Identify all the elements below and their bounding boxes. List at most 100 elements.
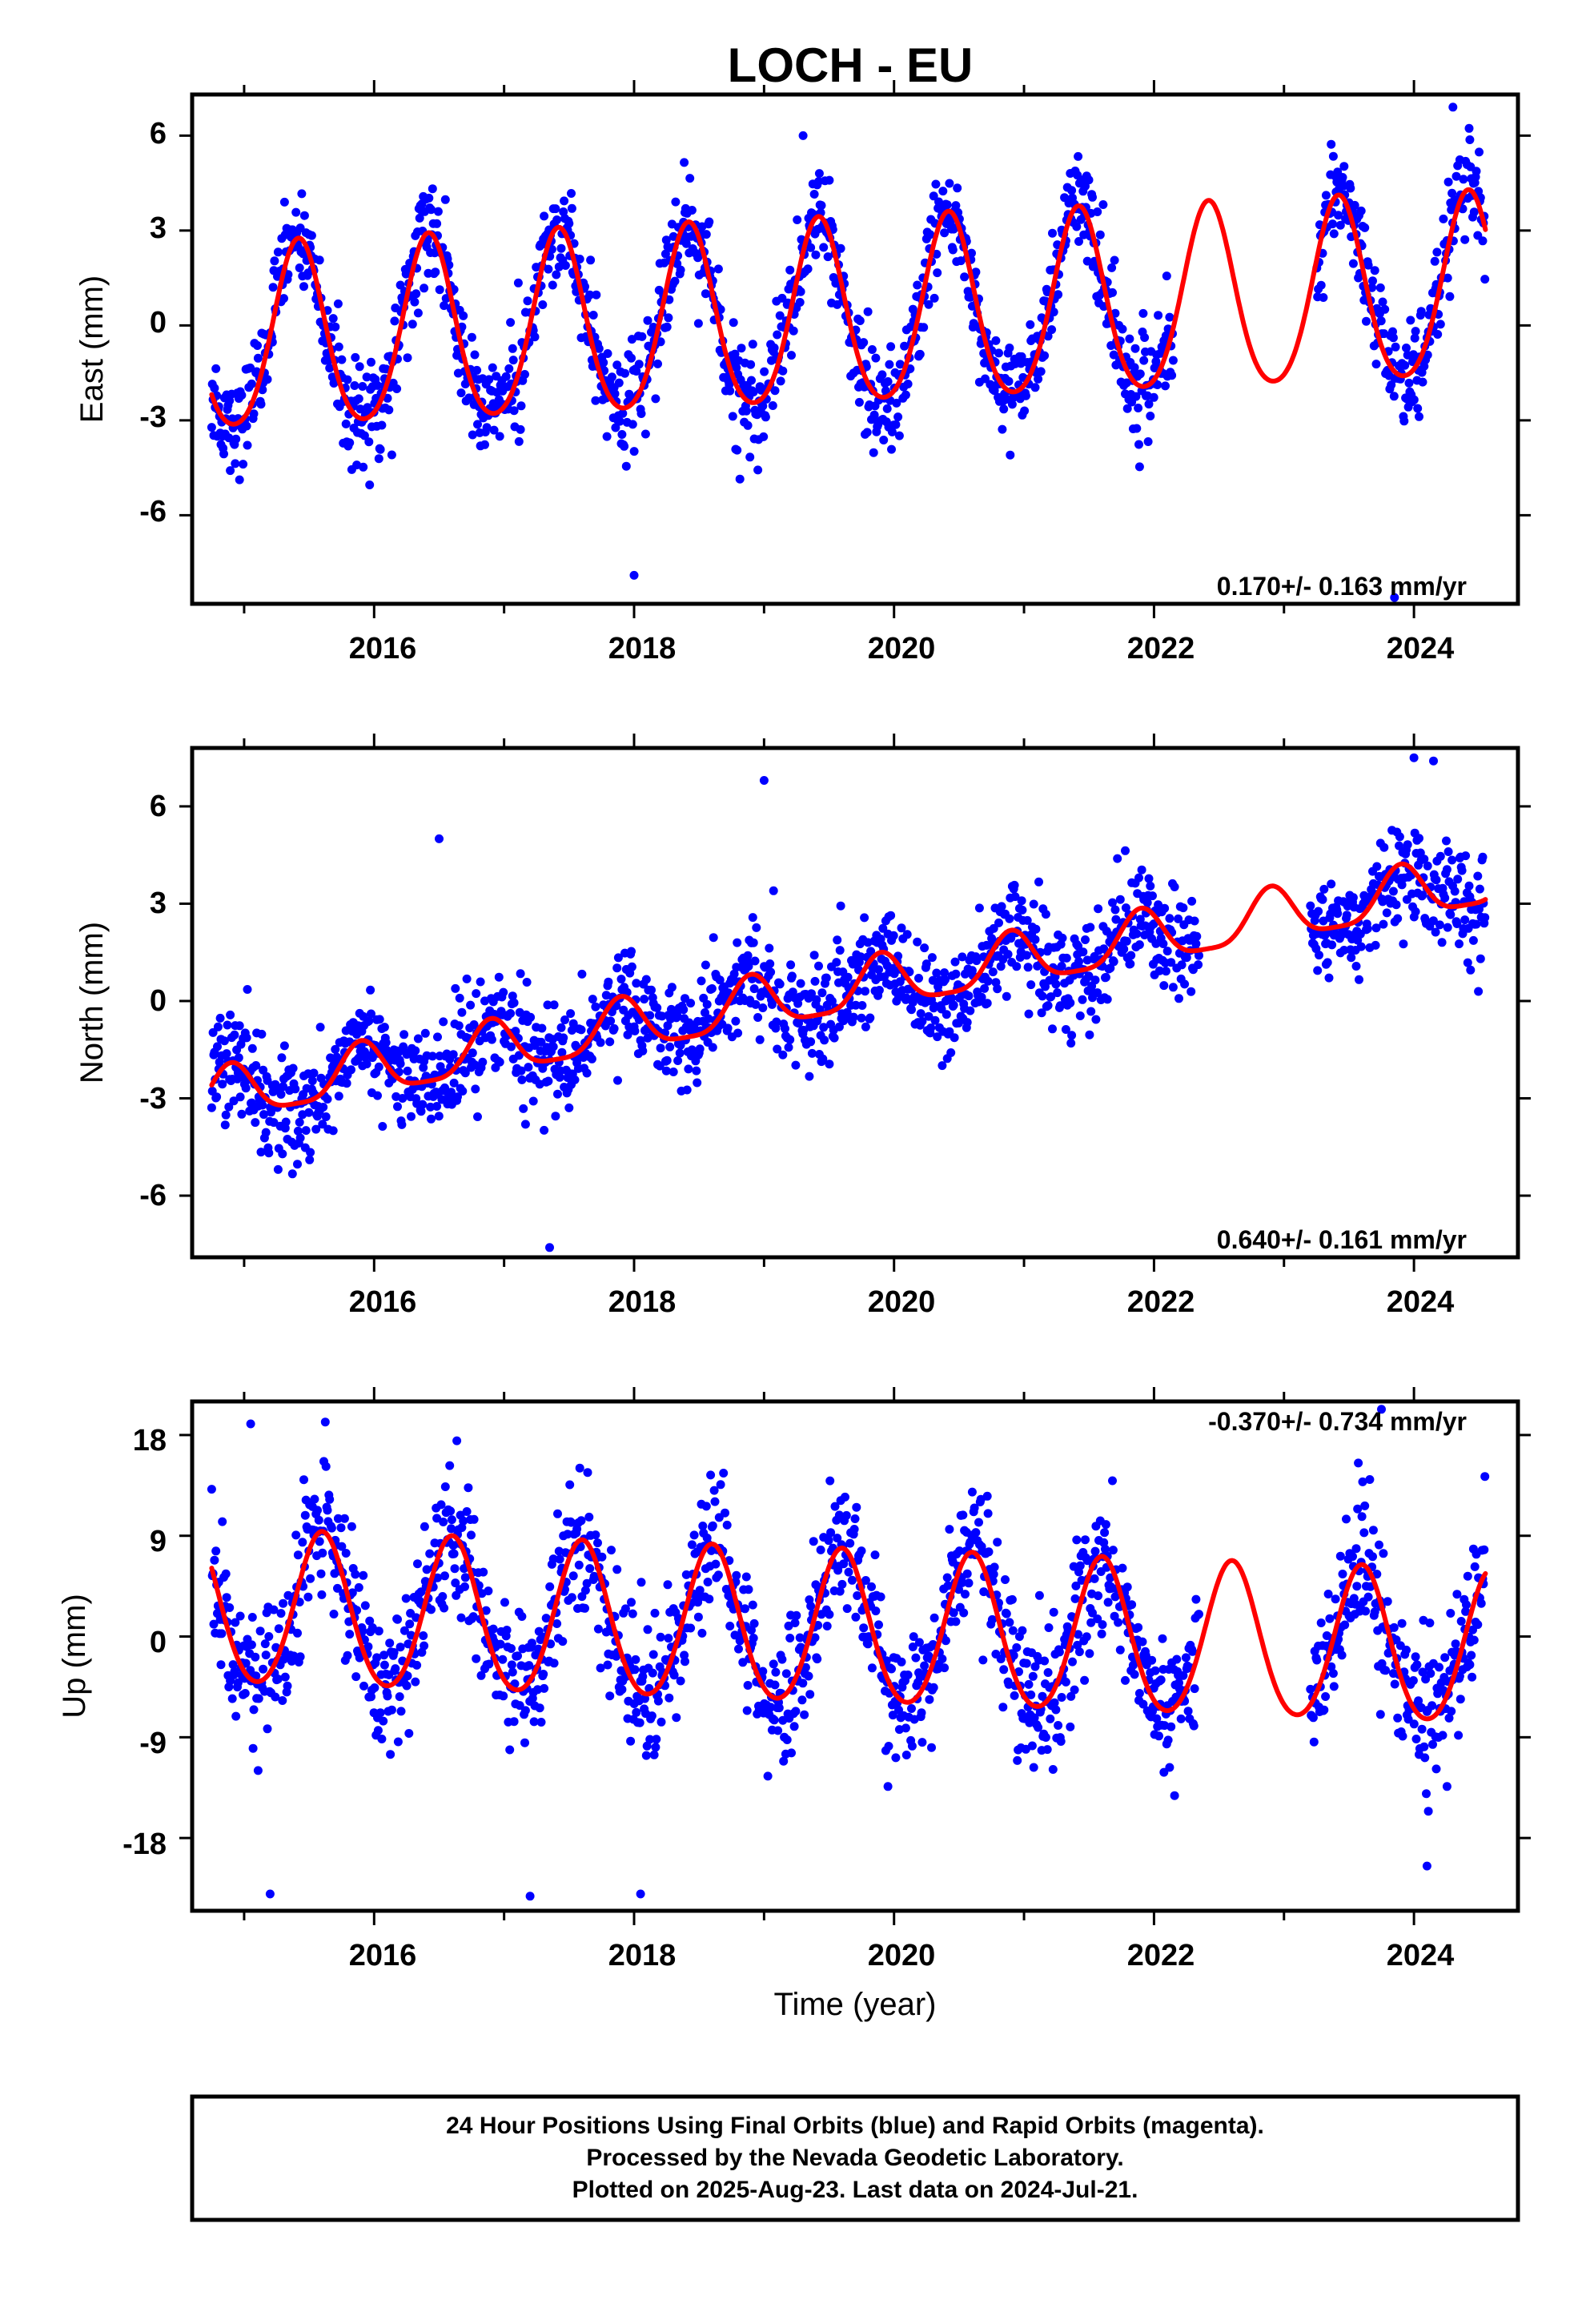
north-xtick-2022: 2022 [1127,1285,1195,1319]
up-data-point [255,1626,265,1636]
east-data-point [932,249,942,259]
east-data-point [895,360,905,369]
east-xtick-2022: 2022 [1127,632,1195,665]
north-data-point [787,971,797,981]
north-data-point [814,961,823,971]
north-data-point [553,1089,562,1099]
east-data-point [343,375,352,384]
east-data-point [735,474,745,484]
up-data-point [1108,1476,1117,1486]
north-data-point [587,1054,596,1063]
north-data-point [641,975,651,984]
up-data-point [1456,1617,1466,1626]
north-data-point [731,1016,741,1026]
up-data-point [558,1637,568,1647]
north-data-point [1144,874,1154,883]
up-data-point [743,1681,753,1690]
north-data-point [951,969,961,979]
east-data-point [662,322,672,332]
east-data-point [621,461,631,471]
up-data-point [837,1579,847,1589]
east-data-point [1161,381,1170,391]
up-data-point [903,1671,913,1679]
east-data-point [999,404,1009,414]
up-data-point [789,1722,799,1731]
east-data-point [1452,171,1461,181]
east-data-point [495,432,504,441]
east-data-point [1400,360,1410,370]
east-data-point [685,174,695,183]
up-data-point [499,1691,508,1701]
east-data-point [375,444,385,454]
east-data-point [273,247,283,257]
up-data-point [920,1661,930,1671]
north-data-point [1119,944,1129,954]
up-data-point [280,1672,290,1682]
up-data-point [1051,1705,1061,1715]
east-data-point [1439,214,1448,223]
up-outlier-point [1422,1861,1431,1871]
north-data-point [511,1027,520,1036]
north-data-point [993,984,1002,994]
north-data-point [403,1066,412,1076]
up-data-point [341,1549,351,1558]
east-data-point [817,201,826,210]
north-data-point [516,969,525,979]
up-data-point [436,1500,446,1510]
east-data-point [806,243,816,252]
east-data-point [1387,380,1396,390]
north-data-point [920,943,930,953]
up-data-point [607,1546,616,1555]
east-data-point [256,400,266,409]
up-data-point [278,1696,287,1705]
north-data-point [1450,887,1460,896]
up-data-point [347,1522,356,1531]
up-data-point [686,1623,696,1633]
east-data-point [299,211,309,220]
up-data-point [351,1672,361,1682]
up-data-point [401,1594,411,1603]
east-data-point [629,447,639,456]
up-data-point [447,1515,456,1525]
north-data-point [786,960,796,970]
up-data-point [1127,1600,1137,1610]
north-data-point [1476,954,1485,963]
up-data-point [375,1708,385,1718]
up-data-point [857,1546,866,1556]
north-data-point [857,1001,867,1010]
east-data-point [297,189,307,199]
east-data-point [701,230,711,239]
north-data-point [820,1035,829,1045]
up-data-point [914,1638,924,1647]
east-data-point [1125,334,1134,344]
north-data-point [1126,959,1135,969]
east-data-point [586,255,596,265]
up-data-point [1022,1659,1031,1668]
north-data-point [556,1023,566,1032]
up-data-point [1402,1645,1411,1655]
up-data-point [1440,1653,1450,1663]
up-data-point [450,1564,460,1574]
east-data-point [761,412,770,422]
east-data-point [415,213,424,223]
north-data-point [373,1091,382,1100]
north-data-point [843,972,853,982]
north-data-point [212,1092,222,1102]
up-data-point [1044,1623,1054,1632]
north-data-point [669,1068,678,1076]
north-data-point [218,1080,227,1089]
up-data-point [787,1748,796,1758]
north-ytick-6: 6 [150,790,167,823]
east-data-point [769,343,779,352]
north-data-point [1435,851,1445,861]
east-data-point [544,264,553,274]
north-data-point [1356,942,1366,951]
up-data-point [1329,1682,1339,1691]
east-data-point [1465,135,1475,144]
up-data-point [763,1771,773,1781]
north-data-point [606,1016,616,1026]
east-data-point [345,438,355,448]
up-data-point [693,1612,703,1622]
north-data-point [964,991,974,1001]
east-data-point [1074,237,1083,246]
